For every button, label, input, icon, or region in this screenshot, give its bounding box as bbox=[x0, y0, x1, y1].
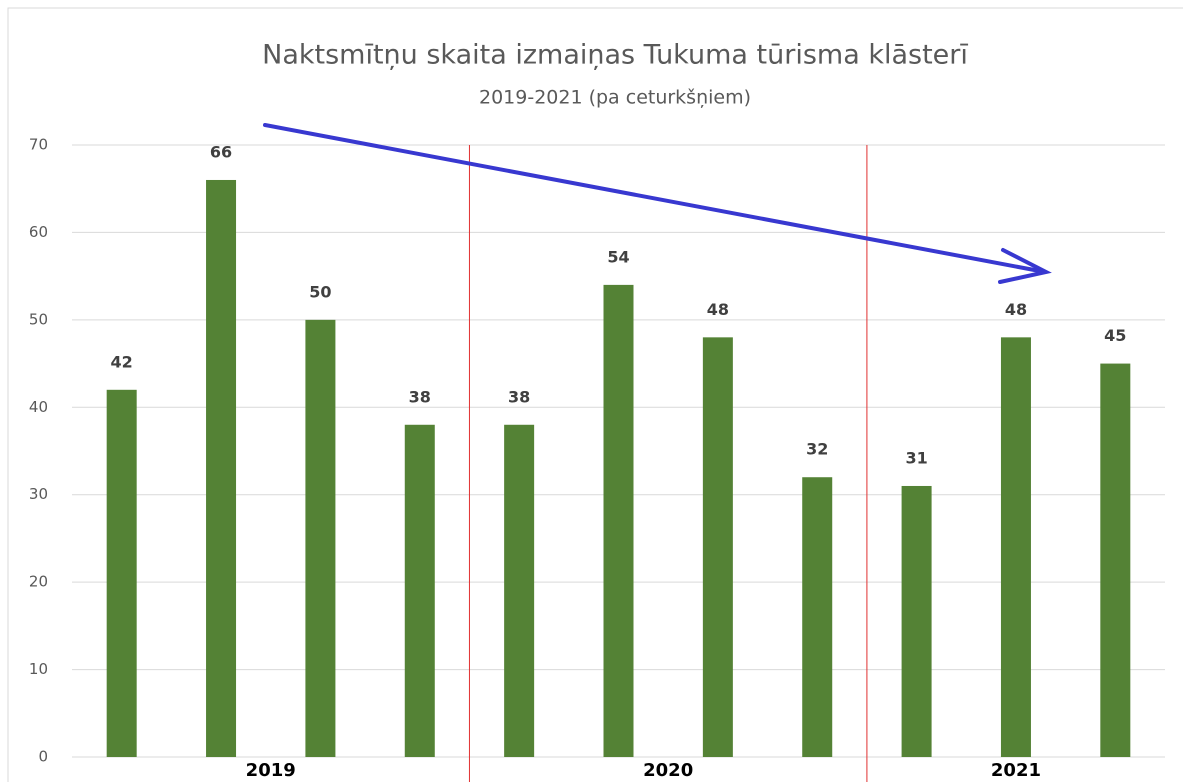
bar bbox=[702, 337, 733, 757]
data-label: 32 bbox=[806, 440, 828, 459]
data-label: 66 bbox=[210, 142, 232, 161]
chart-title: Naktsmītņu skaita izmaiņas Tukuma tūrism… bbox=[262, 40, 968, 71]
bar bbox=[404, 424, 435, 757]
group-label: 2019 bbox=[246, 760, 296, 781]
bar bbox=[106, 389, 137, 757]
bar bbox=[603, 284, 634, 757]
chart-subtitle: 2019-2021 (pa ceturkšņiem) bbox=[479, 87, 751, 109]
data-label: 42 bbox=[111, 352, 133, 371]
y-tick-label: 50 bbox=[29, 310, 48, 328]
data-label: 38 bbox=[409, 387, 431, 406]
chart-frame bbox=[7, 7, 1183, 782]
bars: 42 66 50 38 2019 38 54 48 32 2020 31 48 45 2021 bbox=[106, 142, 1131, 782]
data-label: 48 bbox=[1005, 300, 1027, 319]
bar bbox=[901, 485, 932, 757]
data-label: 38 bbox=[508, 387, 530, 406]
y-tick-label: 0 bbox=[38, 748, 48, 766]
y-tick-label: 70 bbox=[29, 136, 48, 154]
arrow-line bbox=[263, 123, 1047, 274]
group-label: 2020 bbox=[643, 760, 693, 781]
group-label: 2021 bbox=[991, 760, 1041, 781]
data-label: 31 bbox=[905, 448, 927, 467]
bar bbox=[305, 319, 336, 757]
trend-arrow bbox=[263, 123, 1052, 284]
y-tick-label: 60 bbox=[29, 223, 48, 241]
y-tick-label: 40 bbox=[29, 398, 48, 416]
y-tick-label: 20 bbox=[29, 573, 48, 591]
bar bbox=[802, 477, 833, 757]
y-tick-label: 30 bbox=[29, 485, 48, 503]
bar bbox=[1000, 337, 1031, 757]
data-label: 48 bbox=[707, 300, 729, 319]
bar bbox=[206, 179, 237, 757]
data-label: 50 bbox=[309, 282, 331, 301]
y-tick-label: 10 bbox=[29, 660, 48, 678]
data-label: 45 bbox=[1104, 326, 1126, 345]
data-label: 54 bbox=[607, 247, 629, 266]
bar bbox=[1100, 363, 1131, 757]
arrow-head bbox=[998, 248, 1052, 284]
bar bbox=[504, 424, 535, 757]
